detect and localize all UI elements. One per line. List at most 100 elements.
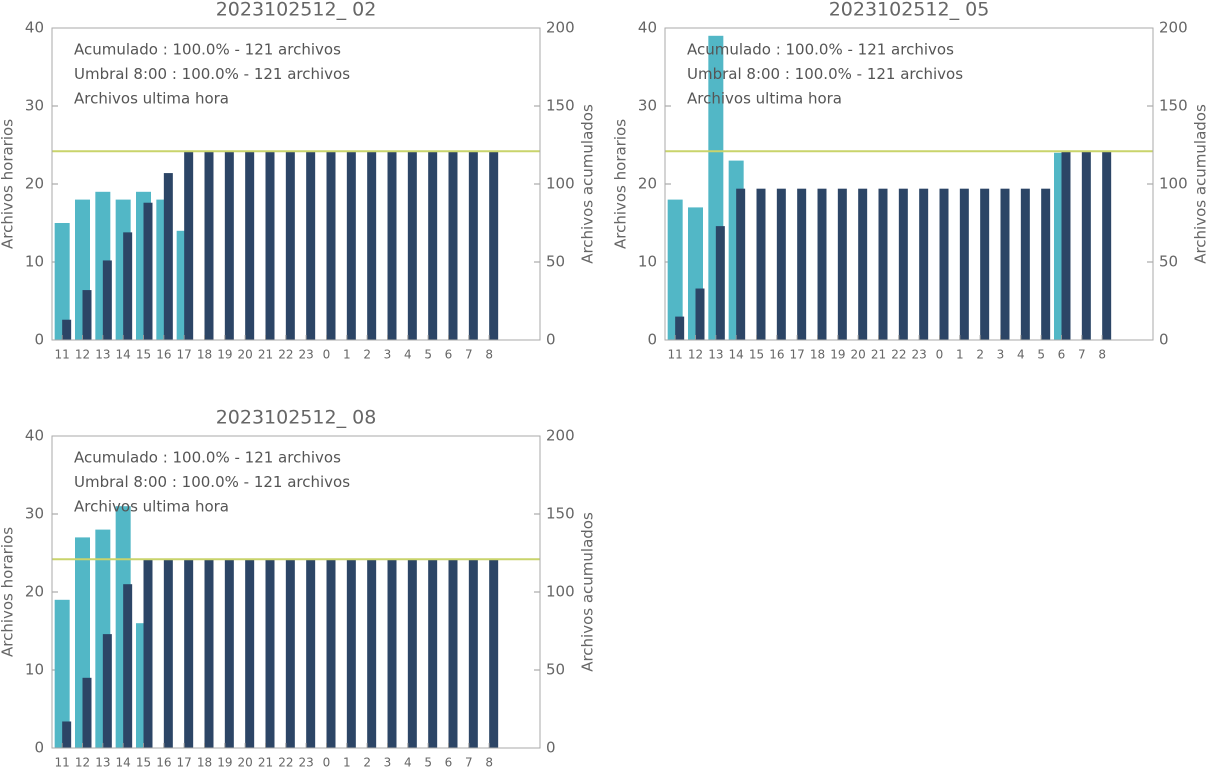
x-tick-label: 22: [278, 348, 293, 362]
cumulative-bar: [346, 559, 356, 748]
x-tick-label: 7: [465, 348, 473, 362]
legend-entry: Archivos ultima hora: [74, 90, 229, 108]
cumulative-bar: [62, 319, 72, 340]
x-tick-label: 22: [891, 348, 906, 362]
y2-tick-label: 50: [546, 253, 565, 271]
x-tick-label: 1: [343, 756, 351, 770]
plot-frame: [51, 27, 541, 341]
cumulative-bar: [184, 151, 194, 340]
x-tick-label: 12: [688, 348, 703, 362]
x-tick-label: 0: [936, 348, 944, 362]
chart-title: 2023102512_ 02: [216, 0, 377, 21]
y-tick-label: 30: [25, 97, 44, 115]
cumulative-bar: [102, 634, 112, 748]
x-tick-label: 13: [95, 756, 110, 770]
cumulative-bar: [675, 316, 685, 340]
cumulative-bar: [224, 559, 234, 748]
y2-tick-label: 100: [1159, 175, 1188, 193]
x-tick-label: 18: [197, 348, 212, 362]
cumulative-bar: [204, 151, 214, 340]
legend-entry: Umbral 8:00 : 100.0% - 121 archivos: [687, 65, 963, 83]
cumulative-bar: [878, 188, 888, 340]
x-tick-label: 1: [956, 348, 964, 362]
plot-frame: [664, 27, 1154, 341]
cumulative-bar: [367, 559, 377, 748]
cumulative-bar: [326, 151, 336, 340]
y2-tick-label: 0: [546, 331, 556, 349]
cumulative-bar: [736, 188, 746, 340]
cumulative-bar: [939, 188, 949, 340]
cumulative-bar: [102, 260, 112, 340]
cumulative-bar: [123, 584, 133, 748]
cumulative-bar: [387, 559, 397, 748]
x-tick-label: 20: [851, 348, 866, 362]
cumulative-bar: [306, 151, 316, 340]
hourly-bar: [667, 199, 683, 340]
cumulative-bar: [1020, 188, 1030, 340]
x-tick-label: 15: [136, 756, 151, 770]
cumulative-bar: [715, 226, 725, 340]
x-tick-label: 14: [729, 348, 744, 362]
cumulative-bar: [489, 151, 499, 340]
cumulative-bar: [407, 151, 417, 340]
x-tick-label: 23: [299, 348, 314, 362]
cumulative-bar: [407, 559, 417, 748]
cumulative-bar: [82, 290, 92, 340]
x-tick-label: 4: [404, 756, 412, 770]
cumulative-bar: [346, 151, 356, 340]
x-tick-label: 18: [197, 756, 212, 770]
y2-tick-label: 0: [1159, 331, 1169, 349]
x-tick-label: 11: [55, 756, 70, 770]
x-tick-label: 19: [217, 348, 232, 362]
cumulative-bar: [265, 151, 275, 340]
x-tick-label: 14: [116, 348, 131, 362]
cumulative-bar: [468, 559, 478, 748]
y-tick-label: 0: [34, 331, 44, 349]
cumulative-bar: [265, 559, 275, 748]
x-tick-label: 23: [299, 756, 314, 770]
x-tick-label: 3: [384, 756, 392, 770]
x-tick-label: 5: [424, 348, 432, 362]
y2-tick-label: 100: [546, 583, 575, 601]
cumulative-bar: [448, 559, 458, 748]
cumulative-bar: [123, 232, 133, 340]
cumulative-bar: [817, 188, 827, 340]
x-tick-label: 4: [1017, 348, 1025, 362]
x-tick-label: 21: [871, 348, 886, 362]
chart-title: 2023102512_ 05: [829, 0, 990, 21]
x-tick-label: 15: [749, 348, 764, 362]
y-axis-label: Archivos horarios: [0, 119, 17, 249]
y-axis-label: Archivos horarios: [612, 119, 630, 249]
cumulative-bar: [1041, 188, 1051, 340]
x-tick-label: 15: [136, 348, 151, 362]
x-tick-label: 12: [75, 348, 90, 362]
x-tick-label: 20: [238, 348, 253, 362]
y2-axis-label: Archivos acumulados: [1192, 104, 1206, 264]
x-tick-label: 6: [445, 756, 453, 770]
legend-entry: Archivos ultima hora: [687, 90, 842, 108]
cumulative-bar: [1081, 151, 1091, 340]
cumulative-bar: [428, 559, 438, 748]
x-tick-label: 2: [363, 756, 371, 770]
cumulative-bar: [326, 559, 336, 748]
x-tick-label: 0: [323, 756, 331, 770]
hourly-bar: [54, 223, 70, 340]
cumulative-bar: [919, 188, 929, 340]
x-tick-label: 16: [156, 756, 171, 770]
x-tick-label: 21: [258, 348, 273, 362]
x-tick-label: 14: [116, 756, 131, 770]
cumulative-bar: [285, 151, 295, 340]
y-tick-label: 40: [638, 19, 657, 37]
y-tick-label: 10: [25, 253, 44, 271]
cumulative-bar: [980, 188, 990, 340]
y2-axis-label: Archivos acumulados: [579, 512, 597, 672]
cumulative-bar: [1061, 151, 1071, 340]
y-tick-label: 10: [25, 661, 44, 679]
x-tick-label: 13: [708, 348, 723, 362]
x-tick-label: 8: [485, 348, 493, 362]
y2-axis-label: Archivos acumulados: [579, 104, 597, 264]
x-tick-label: 2: [976, 348, 984, 362]
x-tick-label: 7: [465, 756, 473, 770]
x-tick-label: 3: [384, 348, 392, 362]
